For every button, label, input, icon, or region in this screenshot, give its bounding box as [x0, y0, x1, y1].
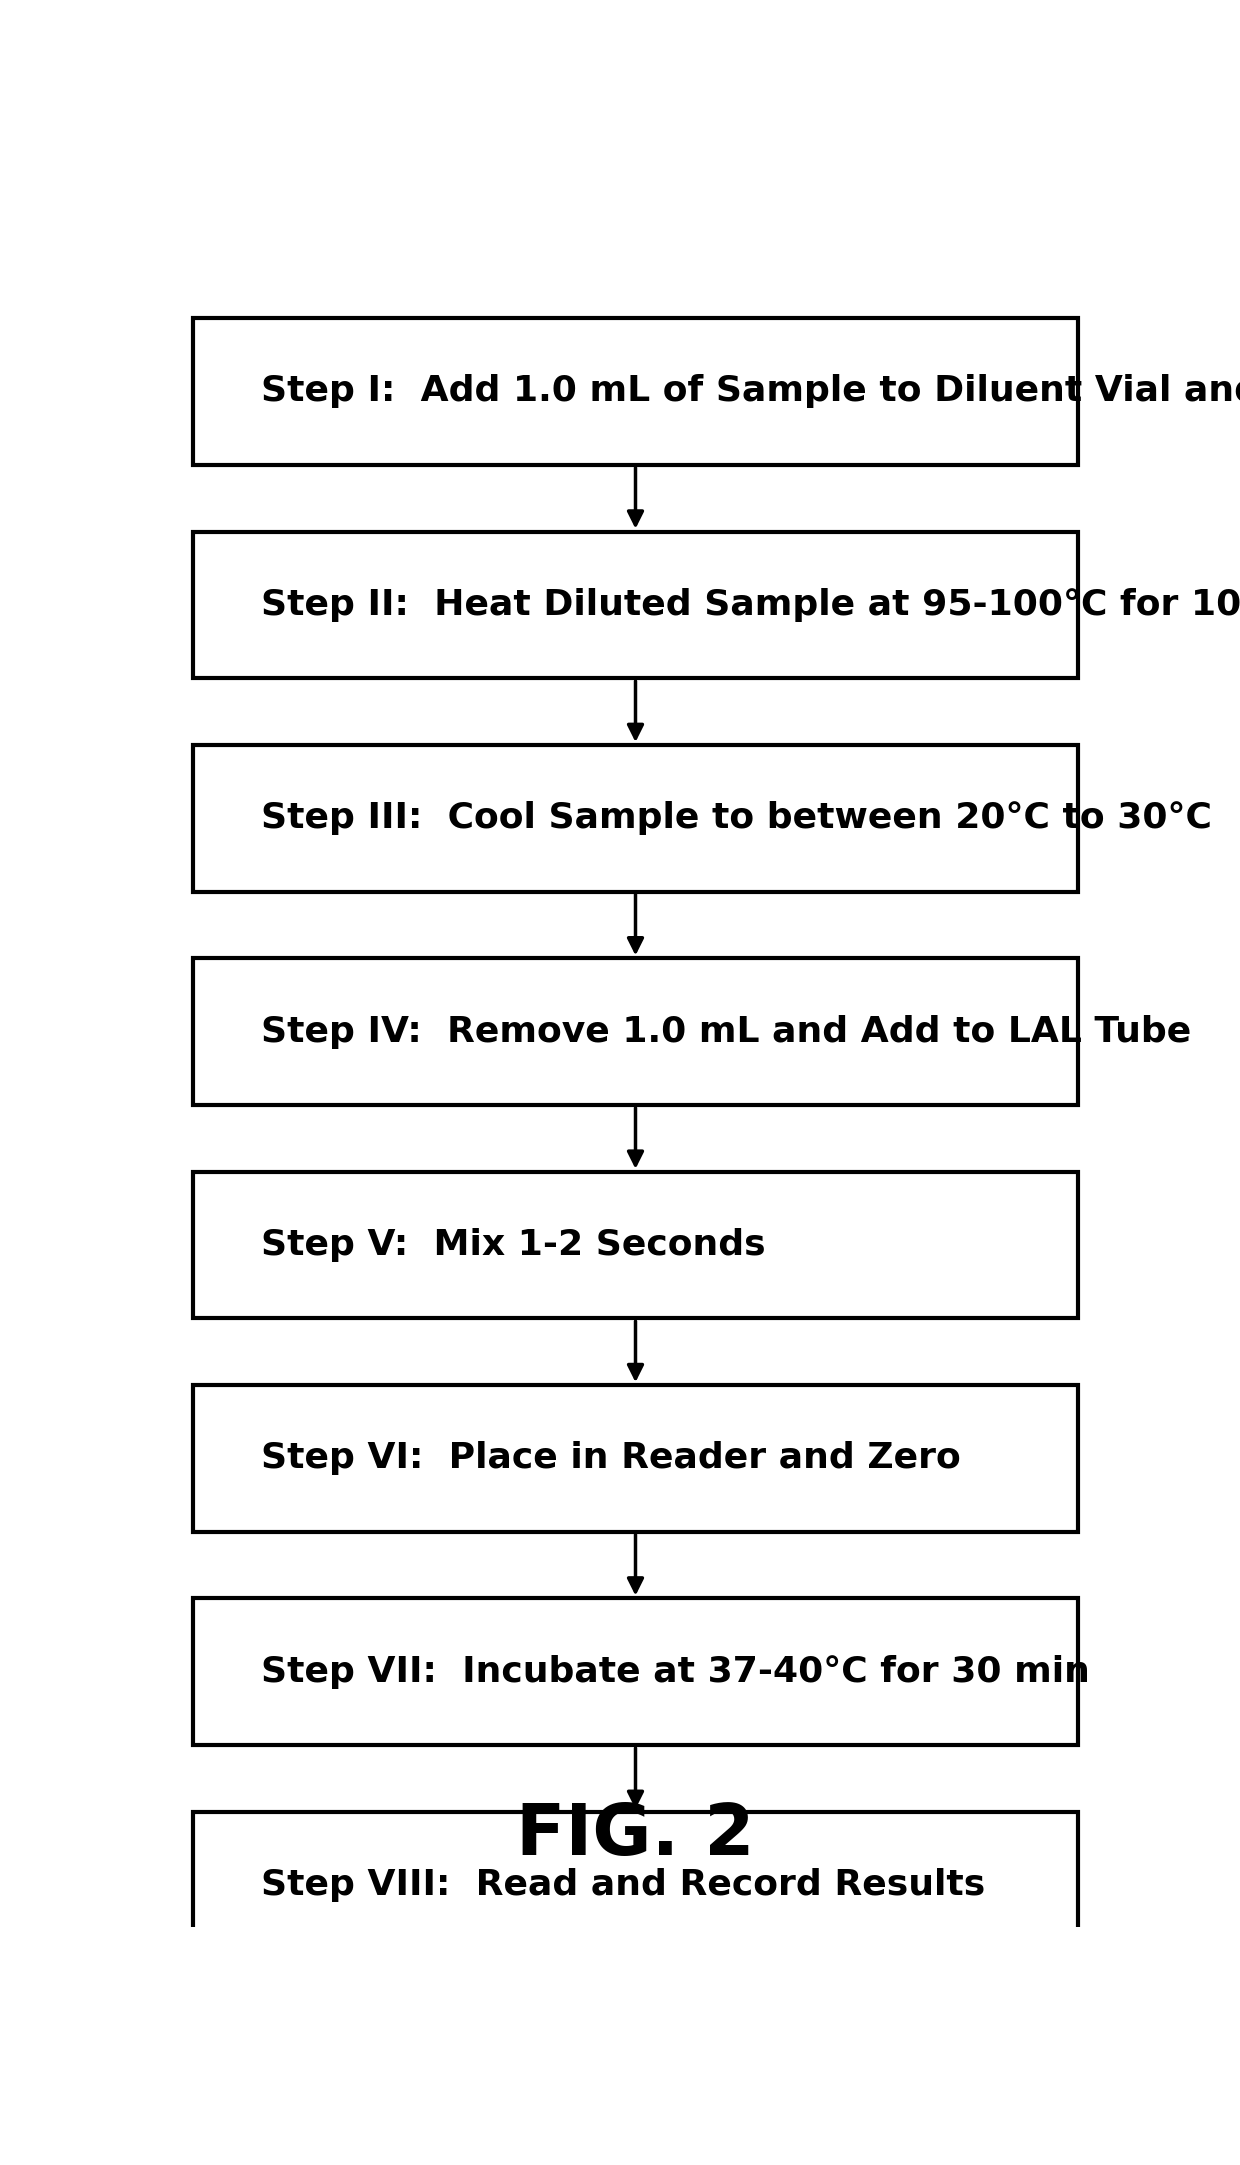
Bar: [193, 1386, 1078, 1533]
Text: Step I:  Add 1.0 mL of Sample to Diluent Vial and Mix: Step I: Add 1.0 mL of Sample to Diluent …: [260, 375, 1240, 409]
Bar: [193, 745, 1078, 892]
Text: Step V:  Mix 1-2 Seconds: Step V: Mix 1-2 Seconds: [260, 1228, 765, 1262]
Text: Step VI:  Place in Reader and Zero: Step VI: Place in Reader and Zero: [260, 1442, 961, 1474]
Bar: [193, 533, 1078, 678]
Bar: [193, 1598, 1078, 1745]
Text: Step VII:  Incubate at 37-40°C for 30 min: Step VII: Incubate at 37-40°C for 30 min: [260, 1654, 1090, 1689]
Bar: [193, 1812, 1078, 1959]
Bar: [193, 318, 1078, 465]
Bar: [193, 959, 1078, 1104]
Text: Step II:  Heat Diluted Sample at 95-100°C for 10 min: Step II: Heat Diluted Sample at 95-100°C…: [260, 589, 1240, 621]
Text: Step IV:  Remove 1.0 mL and Add to LAL Tube: Step IV: Remove 1.0 mL and Add to LAL Tu…: [260, 1015, 1190, 1048]
Text: Step III:  Cool Sample to between 20°C to 30°C: Step III: Cool Sample to between 20°C to…: [260, 801, 1211, 836]
Text: FIG. 2: FIG. 2: [516, 1801, 755, 1871]
Bar: [193, 1171, 1078, 1318]
Text: Step VIII:  Read and Record Results: Step VIII: Read and Record Results: [260, 1868, 985, 1903]
